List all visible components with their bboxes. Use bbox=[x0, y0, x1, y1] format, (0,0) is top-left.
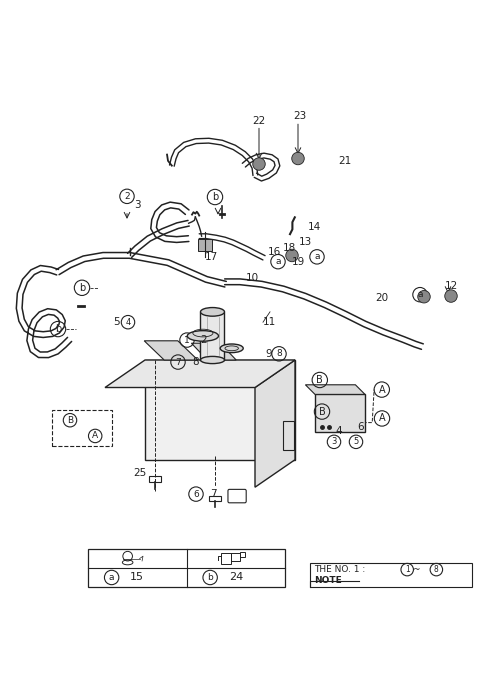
Bar bbox=[145, 360, 295, 460]
Text: A: A bbox=[379, 385, 385, 394]
Text: 23: 23 bbox=[293, 111, 307, 121]
Text: 9: 9 bbox=[265, 349, 272, 359]
Circle shape bbox=[418, 290, 430, 303]
Text: 8: 8 bbox=[434, 565, 439, 574]
Text: 4: 4 bbox=[335, 426, 342, 436]
Text: 13: 13 bbox=[299, 237, 312, 246]
Ellipse shape bbox=[201, 308, 225, 316]
Text: A: A bbox=[92, 431, 98, 440]
Text: 5: 5 bbox=[353, 438, 359, 446]
Text: 7: 7 bbox=[175, 357, 181, 366]
Polygon shape bbox=[305, 385, 365, 394]
Text: a: a bbox=[314, 253, 320, 261]
Bar bbox=[283, 422, 294, 450]
Text: B: B bbox=[67, 416, 73, 424]
Bar bbox=[201, 312, 225, 360]
Text: 14: 14 bbox=[308, 222, 321, 232]
Text: B: B bbox=[319, 406, 325, 417]
Bar bbox=[221, 553, 231, 564]
Text: 7: 7 bbox=[210, 489, 216, 499]
Circle shape bbox=[253, 158, 265, 170]
Text: 17: 17 bbox=[205, 252, 218, 262]
Text: b: b bbox=[212, 192, 218, 202]
Bar bbox=[149, 476, 161, 482]
Text: NOTE: NOTE bbox=[314, 576, 342, 585]
Ellipse shape bbox=[201, 357, 225, 364]
Text: 4: 4 bbox=[125, 318, 131, 327]
Ellipse shape bbox=[220, 344, 243, 352]
Text: 3: 3 bbox=[331, 438, 336, 446]
Text: 6: 6 bbox=[193, 489, 199, 498]
Text: THE NO. 1 :: THE NO. 1 : bbox=[314, 565, 368, 574]
Ellipse shape bbox=[187, 331, 218, 341]
Text: 5: 5 bbox=[113, 317, 120, 327]
Text: 21: 21 bbox=[338, 156, 351, 165]
Text: 22: 22 bbox=[252, 117, 265, 126]
Bar bbox=[231, 554, 240, 561]
Bar bbox=[209, 496, 221, 501]
Bar bbox=[52, 410, 112, 446]
Circle shape bbox=[286, 249, 298, 262]
Bar bbox=[315, 394, 365, 432]
Bar bbox=[198, 239, 212, 251]
Text: 8: 8 bbox=[276, 349, 282, 358]
Text: ~: ~ bbox=[412, 565, 420, 574]
Polygon shape bbox=[144, 341, 198, 360]
Text: b: b bbox=[79, 283, 85, 292]
Polygon shape bbox=[192, 343, 236, 360]
Polygon shape bbox=[105, 360, 295, 387]
Text: 1: 1 bbox=[184, 336, 190, 345]
Text: b: b bbox=[207, 573, 213, 582]
Text: a: a bbox=[109, 573, 114, 582]
Polygon shape bbox=[255, 360, 295, 487]
Text: 20: 20 bbox=[375, 293, 388, 303]
Circle shape bbox=[445, 290, 457, 302]
Text: 6: 6 bbox=[357, 422, 364, 431]
Text: a: a bbox=[417, 290, 423, 299]
Bar bbox=[310, 563, 472, 587]
Text: B: B bbox=[316, 375, 323, 385]
Text: 10: 10 bbox=[246, 273, 259, 283]
Text: 25: 25 bbox=[133, 468, 146, 478]
Text: 3: 3 bbox=[134, 200, 141, 210]
Text: 18: 18 bbox=[283, 243, 296, 253]
Text: 2: 2 bbox=[200, 335, 206, 345]
Text: 15: 15 bbox=[130, 572, 144, 583]
Text: a: a bbox=[275, 257, 281, 266]
Text: 16: 16 bbox=[268, 247, 281, 257]
Text: 19: 19 bbox=[292, 257, 305, 267]
Text: 12: 12 bbox=[445, 281, 458, 292]
Bar bbox=[240, 552, 245, 557]
Text: 1: 1 bbox=[405, 565, 409, 574]
Text: 24: 24 bbox=[228, 572, 243, 583]
Text: 2: 2 bbox=[124, 192, 130, 201]
Bar bbox=[88, 549, 285, 587]
Text: 8: 8 bbox=[192, 357, 199, 367]
Circle shape bbox=[292, 152, 304, 165]
Text: A: A bbox=[379, 413, 385, 424]
Text: b: b bbox=[55, 324, 61, 334]
Text: 11: 11 bbox=[263, 317, 276, 327]
